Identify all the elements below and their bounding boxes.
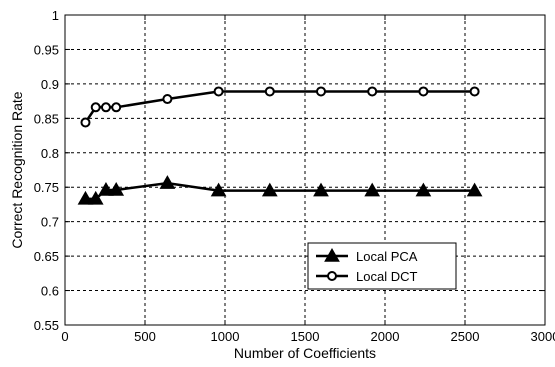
data-point [100, 102, 111, 113]
data-point [162, 94, 173, 105]
series-layer [77, 86, 483, 205]
y-tick-label: 0.6 [41, 284, 59, 299]
data-point [418, 86, 429, 97]
data-point [367, 86, 378, 97]
y-tick-label: 0.85 [34, 111, 59, 126]
data-point [364, 182, 381, 197]
legend-label: Local PCA [356, 249, 418, 264]
data-point [313, 182, 329, 197]
y-tick-label: 0.9 [41, 77, 59, 92]
y-tick-label: 0.8 [41, 146, 59, 161]
legend-item: Local DCT [316, 269, 417, 284]
data-point [111, 102, 122, 113]
legend-marker [327, 271, 337, 281]
y-tick-label: 0.95 [34, 42, 59, 57]
x-tick-label: 0 [61, 329, 68, 344]
legend-item: Local PCA [316, 247, 418, 264]
y-tick-label: 1 [52, 8, 59, 23]
data-point [159, 175, 176, 189]
series-local-pca [77, 175, 483, 205]
data-point [466, 182, 483, 197]
data-point [77, 190, 94, 205]
data-point [415, 182, 432, 197]
data-point [90, 102, 101, 113]
y-tick-label: 0.65 [34, 249, 59, 264]
x-tick-label: 2500 [451, 329, 480, 344]
data-point [264, 86, 275, 97]
data-point [87, 190, 104, 205]
data-point [210, 182, 227, 197]
series-line [85, 181, 475, 201]
legend-label: Local DCT [356, 269, 417, 284]
series-line [84, 90, 475, 124]
y-tick-label: 0.7 [41, 215, 59, 230]
y-tick-label: 0.75 [34, 180, 59, 195]
data-point [469, 86, 480, 97]
x-axis-label: Number of Coefficients [234, 345, 376, 361]
y-axis-label: Correct Recognition Rate [9, 91, 25, 248]
legend: Local PCA Local DCT [307, 242, 457, 290]
x-tick-label: 1000 [211, 329, 240, 344]
legend-marker [324, 247, 340, 262]
data-point [80, 117, 91, 128]
grid-lines [65, 15, 545, 325]
x-tick-label: 500 [134, 329, 156, 344]
plot-area [64, 14, 546, 326]
x-tick-label: 2000 [371, 329, 400, 344]
data-point [108, 181, 125, 196]
y-tick-label: 0.55 [34, 318, 59, 333]
data-point [316, 86, 326, 97]
data-point [98, 181, 114, 196]
series-local-dct [80, 86, 480, 128]
x-tick-label: 1500 [291, 329, 320, 344]
data-point [261, 182, 278, 197]
data-point [213, 86, 224, 97]
